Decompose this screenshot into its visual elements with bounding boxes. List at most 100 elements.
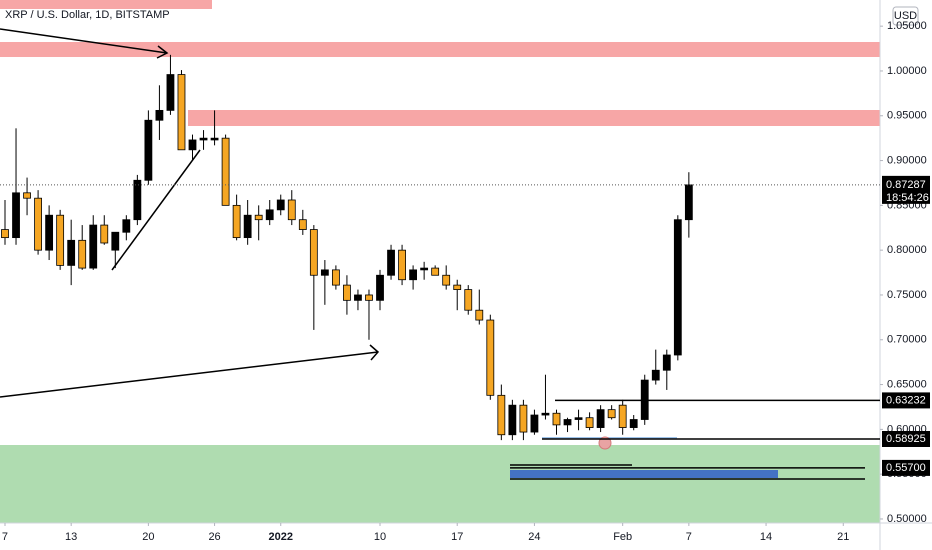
candle-body [354,294,362,301]
plot [1,54,693,441]
arrow-head [156,45,169,59]
candle-body [276,199,285,211]
support-zone [0,445,880,523]
candle-body [56,214,65,266]
candle-body [34,197,42,251]
level-badge [882,430,930,447]
candle-body [89,224,98,269]
candle-body [166,74,175,111]
x-tick-label: 17 [451,531,463,543]
candle-body [629,419,638,428]
candle-body [662,354,671,371]
candle-body [67,239,76,266]
candle-body [177,74,186,151]
resistance-zone [0,0,212,9]
last-price-label: 0.87287 [886,179,926,191]
demand-box [510,470,778,478]
trend-arrow [0,28,168,54]
candle-body [508,404,517,436]
candle-body [442,274,451,286]
candle-body [365,294,373,301]
trend-line [111,149,201,271]
x-tick-label: 21 [837,531,849,543]
candle-body [199,137,208,141]
countdown: 18:54:26 [886,192,929,204]
candle-body [144,119,153,181]
candle-body [618,404,627,428]
x-tick-label: 14 [760,531,772,543]
candle-body [673,219,682,356]
x-tick-label: 7 [686,531,692,543]
currency[interactable]: USD [894,10,917,22]
candle-body [1,229,9,239]
y-tick-label: 0.90000 [887,154,927,166]
y-tick-label: 0.65000 [887,378,927,390]
level-badge [882,459,930,476]
candle-body [431,267,440,276]
candle-body [221,137,230,206]
candle-body [387,249,395,276]
x-tick-label: 13 [65,531,77,543]
candle-body [12,192,20,239]
y-tick-label: 1.05000 [887,20,927,32]
candle-body [100,224,109,244]
candle-body [376,274,384,301]
candle-body [45,214,54,251]
candle-body [210,137,219,141]
level-badge [882,392,930,409]
candle-body [684,184,693,221]
currency-button[interactable] [892,6,919,26]
x-tick-label: 10 [374,531,386,543]
y-tick-label: 0.50000 [887,513,927,525]
candle-body [398,249,406,281]
candle-body [607,409,616,419]
resistance-zone [188,110,880,126]
candle-body [23,192,31,199]
candle-body [111,231,120,251]
trend-arrow [0,351,379,398]
x-tick-label: 20 [142,531,154,543]
candle-body [519,404,528,433]
y-tick-label: 1.00000 [887,65,927,77]
candle-body [298,219,307,230]
x-tick-label: Feb [613,531,632,543]
candle-body [343,284,351,301]
candle-body [78,239,87,269]
candle-body [541,412,550,416]
candle-body [486,319,495,396]
y-tick-label: 0.80000 [887,244,927,256]
candle-body [320,269,329,276]
candle-body [497,394,506,436]
candle-body [155,109,164,121]
candle-body [243,214,252,239]
level-label: 0.55700 [886,462,926,474]
candle-body [133,179,142,221]
marker [598,436,612,450]
candle-body [453,284,462,290]
drawings [0,0,880,523]
candle-body [309,229,318,276]
candle-body [530,414,539,433]
candle-body [585,417,594,428]
chart-title: XRP / U.S. Dollar, 1D, BITSTAMP [5,9,170,21]
x-tick-label: 7 [2,531,8,543]
y-tick-label: 0.95000 [887,110,927,122]
candle-body [409,269,418,281]
y-tick-label: 0.75000 [887,289,927,301]
last-price-badge [882,175,930,204]
candle-body [232,204,241,239]
y-tick-label: 0.70000 [887,334,927,346]
candle-body [475,309,484,321]
resistance-zone [0,42,880,57]
candle-body [254,214,263,221]
candle-body [331,269,340,286]
candle-body [420,267,429,271]
candle-body [265,209,274,221]
candle-body [596,409,605,428]
candle-body [574,417,583,420]
candle-body [552,412,561,426]
candle-body [464,289,473,311]
candle-body [188,139,197,151]
x-tick-label: 26 [208,531,220,543]
level-label: 0.58925 [886,433,926,445]
